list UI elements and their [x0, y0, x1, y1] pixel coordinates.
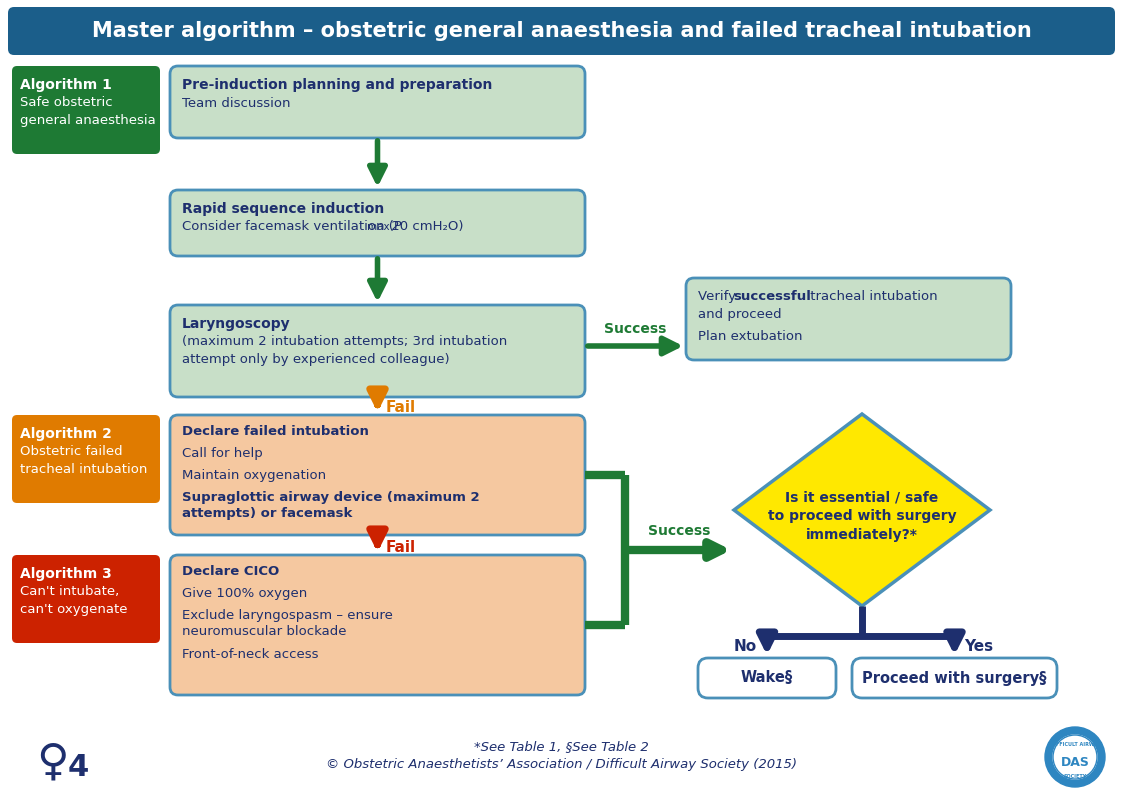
- Text: Call for help: Call for help: [182, 447, 263, 460]
- Text: Safe obstetric
general anaesthesia: Safe obstetric general anaesthesia: [20, 96, 156, 127]
- Text: Fail: Fail: [385, 400, 416, 415]
- Text: Consider facemask ventilation (P: Consider facemask ventilation (P: [182, 220, 402, 233]
- Text: Rapid sequence induction: Rapid sequence induction: [182, 202, 384, 216]
- Text: Front-of-neck access: Front-of-neck access: [182, 648, 319, 661]
- Text: © Obstetric Anaesthetists’ Association / Difficult Airway Society (2015): © Obstetric Anaesthetists’ Association /…: [326, 758, 797, 771]
- Circle shape: [1046, 727, 1105, 787]
- Text: DAS: DAS: [1060, 756, 1089, 769]
- Text: Declare CICO: Declare CICO: [182, 565, 280, 578]
- Text: Wake§: Wake§: [741, 670, 793, 685]
- Text: Success: Success: [604, 322, 667, 336]
- Text: *See Table 1, §See Table 2: *See Table 1, §See Table 2: [474, 740, 649, 753]
- Text: Maintain oxygenation: Maintain oxygenation: [182, 469, 326, 482]
- Text: No: No: [733, 639, 757, 654]
- Circle shape: [1053, 735, 1097, 779]
- Text: SOCIETY: SOCIETY: [1063, 773, 1087, 778]
- Text: DIFFICULT AIRWAY: DIFFICULT AIRWAY: [1050, 742, 1101, 747]
- Text: Supraglottic airway device (maximum 2
attempts) or facemask: Supraglottic airway device (maximum 2 at…: [182, 491, 480, 520]
- Text: (maximum 2 intubation attempts; 3rd intubation
attempt only by experienced colle: (maximum 2 intubation attempts; 3rd intu…: [182, 335, 508, 365]
- Text: Give 100% oxygen: Give 100% oxygen: [182, 587, 308, 600]
- Text: Algorithm 2: Algorithm 2: [20, 427, 112, 441]
- FancyBboxPatch shape: [170, 190, 585, 256]
- Text: Plan extubation: Plan extubation: [699, 330, 803, 343]
- FancyBboxPatch shape: [686, 278, 1011, 360]
- FancyBboxPatch shape: [12, 66, 159, 154]
- Text: 20 cmH₂O): 20 cmH₂O): [387, 220, 464, 233]
- Text: ♀: ♀: [36, 740, 69, 783]
- Text: Algorithm 3: Algorithm 3: [20, 567, 112, 581]
- FancyBboxPatch shape: [12, 555, 159, 643]
- Text: successful: successful: [733, 290, 811, 303]
- Text: Exclude laryngospasm – ensure
neuromuscular blockade: Exclude laryngospasm – ensure neuromuscu…: [182, 609, 393, 638]
- Text: Is it essential / safe
to proceed with surgery
immediately?*: Is it essential / safe to proceed with s…: [768, 490, 957, 542]
- Text: Success: Success: [648, 524, 711, 538]
- Text: Algorithm 1: Algorithm 1: [20, 78, 112, 92]
- Text: Declare failed intubation: Declare failed intubation: [182, 425, 368, 438]
- Polygon shape: [734, 414, 990, 606]
- Text: and proceed: and proceed: [699, 308, 782, 321]
- Text: Laryngoscopy: Laryngoscopy: [182, 317, 291, 331]
- Text: Can't intubate,
can't oxygenate: Can't intubate, can't oxygenate: [20, 585, 128, 616]
- FancyBboxPatch shape: [8, 7, 1115, 55]
- Text: Obstetric failed
tracheal intubation: Obstetric failed tracheal intubation: [20, 445, 147, 476]
- FancyBboxPatch shape: [699, 658, 836, 698]
- FancyBboxPatch shape: [852, 658, 1057, 698]
- Text: tracheal intubation: tracheal intubation: [806, 290, 938, 303]
- Text: Proceed with surgery§: Proceed with surgery§: [862, 670, 1047, 685]
- FancyBboxPatch shape: [170, 415, 585, 535]
- FancyBboxPatch shape: [170, 66, 585, 138]
- Text: Master algorithm – obstetric general anaesthesia and failed tracheal intubation: Master algorithm – obstetric general ana…: [92, 21, 1031, 41]
- Text: Team discussion: Team discussion: [182, 97, 291, 110]
- Text: 4: 4: [69, 753, 89, 782]
- Text: Yes: Yes: [965, 639, 994, 654]
- Text: Pre-induction planning and preparation: Pre-induction planning and preparation: [182, 78, 492, 92]
- FancyBboxPatch shape: [170, 555, 585, 695]
- Text: Fail: Fail: [385, 539, 416, 554]
- FancyBboxPatch shape: [170, 305, 585, 397]
- Text: Verify: Verify: [699, 290, 740, 303]
- FancyBboxPatch shape: [12, 415, 159, 503]
- Text: max: max: [367, 222, 390, 232]
